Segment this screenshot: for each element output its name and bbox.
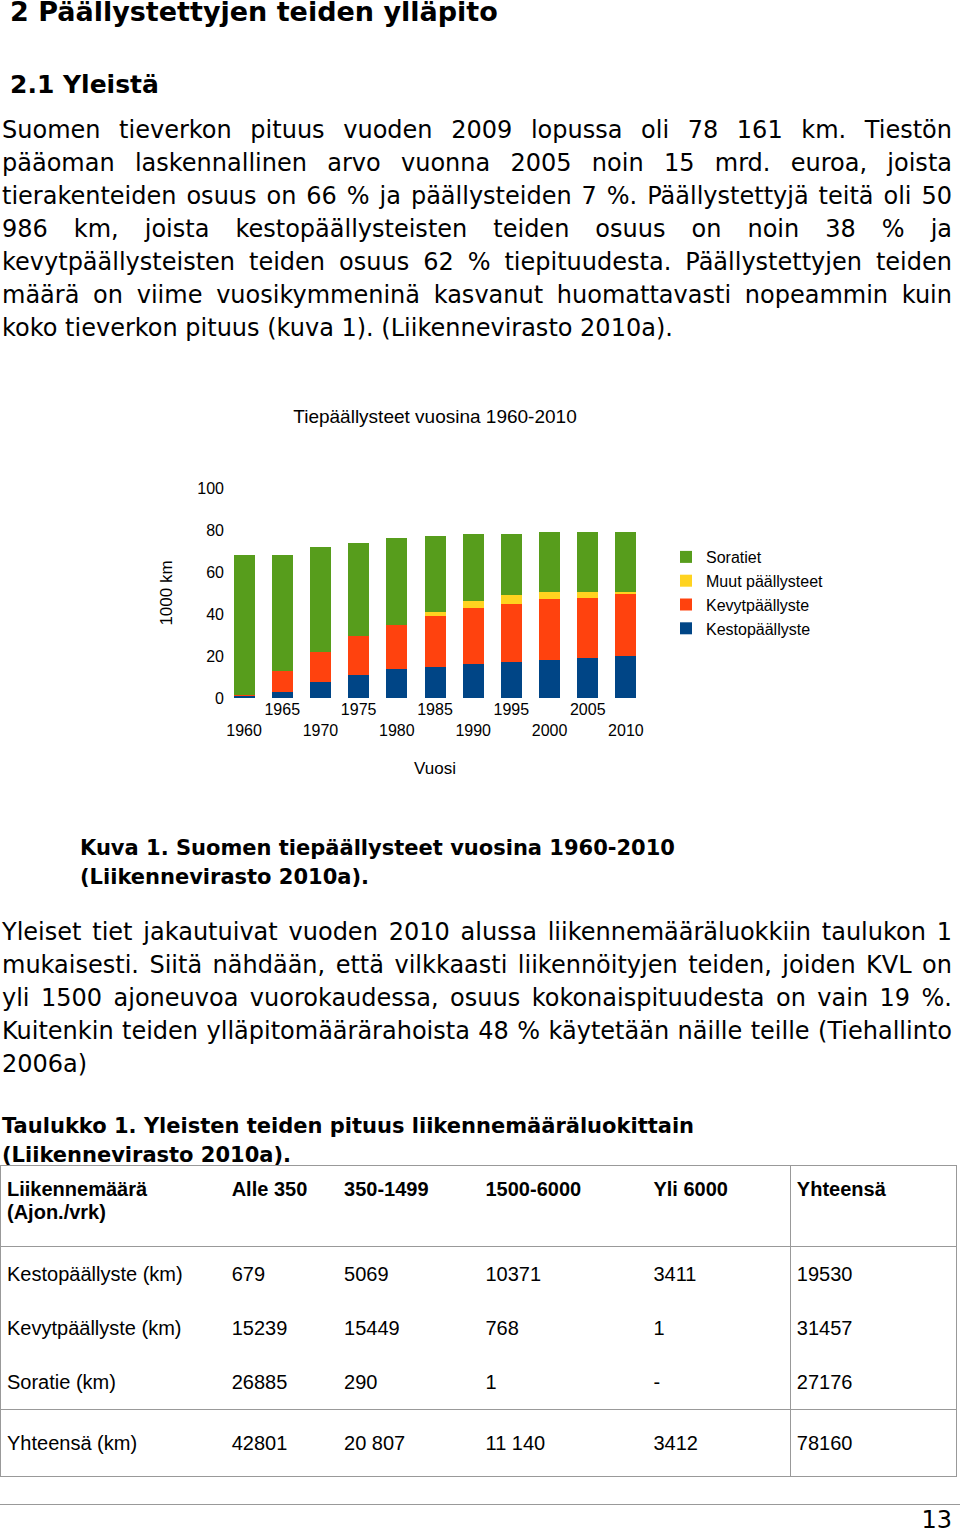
html-text:Kuva 1. Suomen tiepäällysteet: Kuva 1. Suomen tiepäällysteet vuosina 19… (80, 836, 675, 860)
svg-text:1960: 1960 (226, 722, 262, 739)
html-text:3411: 3411 (653, 1262, 697, 1285)
html-text:1: 1 (485, 1370, 497, 1393)
html-text:Liikennemäärä (Ajon./vrk): Liikennemäärä (Ajon./vrk) (7, 1178, 148, 1223)
svg-text:1970: 1970 (303, 722, 339, 739)
svg-text:100: 100 (197, 480, 224, 497)
svg-text:1985: 1985 (417, 701, 453, 718)
html-text:31457: 31457 (796, 1316, 853, 1339)
html-text:5069: 5069 (344, 1262, 389, 1285)
html-text:78160: 78160 (796, 1431, 853, 1454)
html-text:Yhteensä: Yhteensä (796, 1178, 886, 1200)
svg-text:60: 60 (206, 564, 224, 581)
svg-text:Muut päällysteet: Muut päällysteet (706, 573, 823, 590)
svg-text:Kevytpäällyste: Kevytpäällyste (706, 597, 809, 614)
svg-text:1000 km: 1000 km (157, 560, 176, 625)
html-text:42801: 42801 (231, 1431, 288, 1454)
svg-text:1980: 1980 (379, 722, 415, 739)
html-text:27176: 27176 (796, 1370, 853, 1393)
svg-text:1995: 1995 (494, 701, 530, 718)
html-text:11 140: 11 140 (485, 1431, 546, 1454)
svg-text:1990: 1990 (455, 722, 491, 739)
html-text:290: 290 (344, 1370, 378, 1393)
svg-text:2010: 2010 (608, 722, 644, 739)
html-text:Suomen tieverkon pituus vuoden: Suomen tieverkon pituus vuoden 2009 lopu… (2, 116, 952, 342)
html-text:10371: 10371 (485, 1262, 542, 1285)
html-text:(Liikennevirasto 2010a).: (Liikennevirasto 2010a). (2, 1143, 292, 1167)
html-text:26885: 26885 (231, 1370, 288, 1393)
svg-text:20: 20 (206, 648, 224, 665)
svg-text:2005: 2005 (570, 701, 606, 718)
html-text:15239: 15239 (231, 1316, 288, 1339)
svg-text:2000: 2000 (532, 722, 568, 739)
html-text:679: 679 (231, 1262, 265, 1285)
html-text:Kevytpäällyste (km): Kevytpäällyste (km) (7, 1316, 182, 1339)
svg-text:0: 0 (215, 690, 224, 707)
svg-text:Kestopäällyste: Kestopäällyste (706, 621, 810, 638)
html-text:Yhteensä (km): Yhteensä (km) (7, 1431, 138, 1454)
html-text:Yli 6000: Yli 6000 (653, 1178, 728, 1200)
svg-text:Vuosi: Vuosi (414, 759, 456, 778)
svg-text:80: 80 (206, 522, 224, 539)
svg-text:40: 40 (206, 606, 224, 623)
html-text:15449: 15449 (344, 1316, 400, 1339)
html-text:3412: 3412 (653, 1431, 698, 1454)
svg-text:1975: 1975 (341, 701, 377, 718)
html-text:1: 1 (653, 1316, 665, 1339)
html-text:2.1 Yleistä: 2.1 Yleistä (10, 70, 159, 99)
html-text:Kestopäällyste (km): Kestopäällyste (km) (7, 1262, 183, 1285)
html-text:(Liikennevirasto 2010a).: (Liikennevirasto 2010a). (80, 865, 370, 889)
html-text:20 807: 20 807 (344, 1431, 406, 1454)
html-text:13: 13 (921, 1506, 952, 1533)
html-text:350-1499: 350-1499 (344, 1178, 429, 1200)
html-text:Yleiset tiet jakautuivat vuode: Yleiset tiet jakautuivat vuoden 2010 alu… (2, 918, 952, 1078)
html-text:Taulukko 1. Yleisten teiden pi: Taulukko 1. Yleisten teiden pituus liike… (2, 1114, 694, 1138)
svg-text:1965: 1965 (264, 701, 300, 718)
html-text:1500-6000: 1500-6000 (485, 1178, 582, 1200)
svg-text:Tiepäällysteet vuosina 1960-20: Tiepäällysteet vuosina 1960-2010 (293, 406, 576, 427)
html-text:Soratie (km): Soratie (km) (7, 1370, 116, 1393)
html-text:19530: 19530 (796, 1262, 853, 1285)
html-text:Alle 350: Alle 350 (231, 1178, 308, 1200)
svg-text:Soratiet: Soratiet (706, 549, 762, 566)
html-text:768: 768 (485, 1316, 519, 1339)
